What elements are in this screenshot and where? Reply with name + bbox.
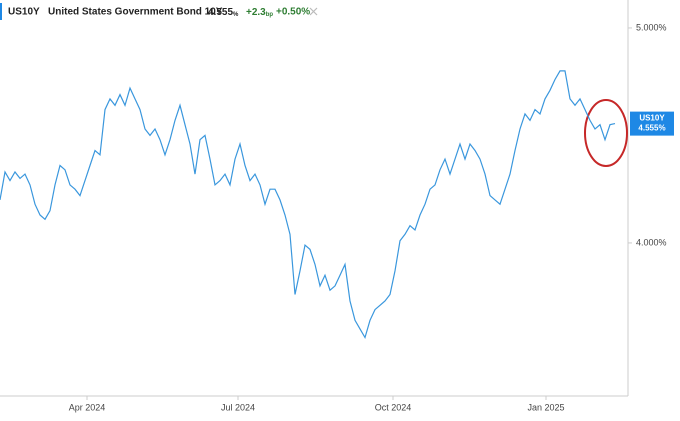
annotation-circle <box>584 99 628 167</box>
price-unit: % <box>233 12 239 18</box>
y-tick-label: 4.000% <box>636 237 667 247</box>
change-unit: bp <box>266 12 274 18</box>
header-marker <box>0 3 2 20</box>
x-tick-label: Jan 2025 <box>527 402 564 412</box>
x-tick-label: Apr 2024 <box>69 402 106 412</box>
symbol: US10Y <box>8 7 40 18</box>
last-value-text: 4.555% <box>638 124 665 133</box>
instrument-name: United States Government Bond 10Y <box>48 7 223 18</box>
price: 4.555% <box>208 7 239 18</box>
y-tick-label: 5.000% <box>636 22 667 32</box>
close-button[interactable] <box>309 7 318 16</box>
change: +2.3bp <box>246 7 273 18</box>
last-value-name: US10Y <box>639 114 665 123</box>
line <box>0 70 616 340</box>
x-tick-label: Oct 2024 <box>375 402 412 412</box>
change-value: +2.3 <box>246 7 266 18</box>
last-value-box <box>630 111 674 136</box>
x-tick-label: Jul 2024 <box>221 402 255 412</box>
change-pct: +0.50% <box>276 7 310 18</box>
price-value: 4.555 <box>208 7 233 18</box>
